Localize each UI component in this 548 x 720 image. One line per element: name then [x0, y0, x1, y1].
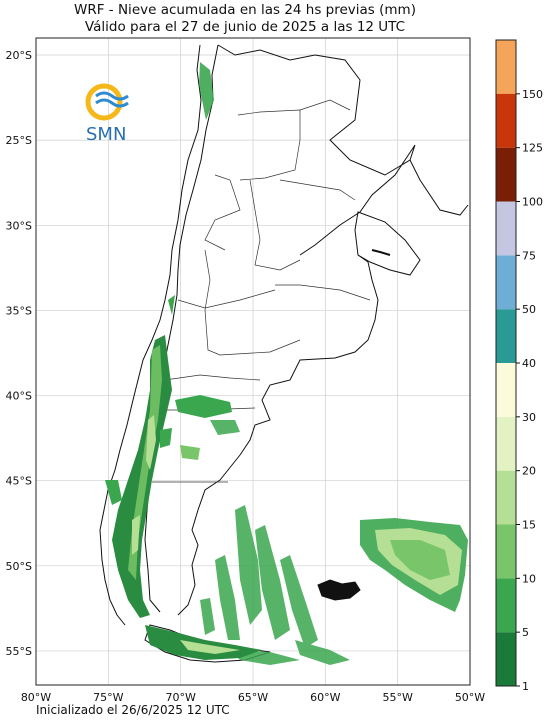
colorbar-cell	[496, 255, 516, 310]
atlantic-coastline	[177, 254, 379, 616]
lon-tick-label: 80°W	[21, 691, 51, 704]
longitude-labels: 80°W 75°W 70°W 65°W 60°W 55°W 50°W	[21, 691, 485, 704]
colorbar-label: 125	[522, 142, 543, 155]
colorbar-cell	[496, 470, 516, 525]
colorbar-cell	[496, 309, 516, 363]
colorbar-label: 5	[522, 626, 529, 639]
lon-tick-label: 50°W	[455, 691, 485, 704]
colorbar-label: 10	[522, 572, 536, 585]
colorbar-label: 75	[522, 249, 536, 262]
lat-tick-label: 45°S	[6, 475, 32, 488]
logo-sun-icon	[85, 83, 123, 121]
northern-borders	[217, 44, 416, 256]
colorbar-cell	[496, 632, 516, 686]
init-time: Inicializado el 26/6/2025 12 UTC	[36, 703, 230, 717]
lon-tick-label: 75°W	[93, 691, 123, 704]
colorbar-label: 150	[522, 88, 543, 101]
lat-tick-label: 35°S	[6, 304, 32, 317]
uruguay	[354, 211, 421, 276]
lat-tick-label: 50°S	[6, 560, 32, 573]
lon-tick-label: 55°W	[382, 691, 412, 704]
snow-fields	[105, 62, 468, 665]
smn-logo: SMN	[85, 83, 129, 145]
lat-tick-label: 40°S	[6, 390, 32, 403]
colorbar-cell	[496, 363, 516, 417]
lon-tick-label: 70°W	[165, 691, 195, 704]
title-line-2: Válido para el 27 de junio de 2025 a las…	[84, 19, 406, 35]
lat-tick-label: 55°S	[6, 645, 32, 658]
colorbar-cell	[496, 40, 516, 94]
colorbar-label: 100	[522, 196, 543, 209]
lat-tick-label: 20°S	[6, 49, 32, 62]
colorbar-cell	[496, 578, 516, 633]
map-title: WRF - Nieve acumulada en las 24 hs previ…	[0, 2, 490, 36]
andes-border	[144, 44, 219, 613]
colorbar-cell	[496, 147, 516, 202]
colorbar-cell	[496, 93, 516, 148]
lat-tick-label: 25°S	[6, 134, 32, 147]
colorbar-label: 40	[522, 357, 536, 370]
colorbar-cell	[496, 524, 516, 579]
logo-text: SMN	[86, 124, 126, 145]
colorbar-label: 1	[522, 680, 529, 693]
brazil-border	[409, 159, 469, 216]
lon-tick-label: 60°W	[310, 691, 340, 704]
pacific-coastline	[99, 44, 202, 626]
colorbar-cell	[496, 201, 516, 256]
colorbar-label: 15	[522, 519, 536, 532]
title-line-1: WRF - Nieve acumulada en las 24 hs previ…	[74, 2, 416, 18]
malvinas	[317, 579, 361, 601]
lon-tick-label: 65°W	[238, 691, 268, 704]
lat-tick-label: 30°S	[6, 219, 32, 232]
colorbar-label: 50	[522, 303, 536, 316]
logo-wave-icon	[95, 91, 129, 101]
colorbar-label: 30	[522, 411, 536, 424]
colorbar-cell	[496, 416, 516, 471]
colorbar-label: 20	[522, 465, 536, 478]
latitude-labels: 20°S 25°S 30°S 35°S 40°S 45°S 50°S 55°S	[6, 49, 32, 658]
